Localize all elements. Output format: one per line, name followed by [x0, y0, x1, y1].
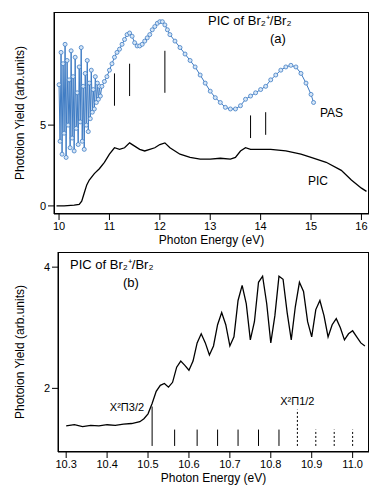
svg-text:10.6: 10.6 [178, 458, 199, 470]
svg-text:10.3: 10.3 [55, 458, 76, 470]
svg-text:4: 4 [44, 261, 50, 273]
html-text:PIC of Br₂⁺/Br₂: PIC of Br₂⁺/Br₂ [208, 13, 292, 28]
svg-text:14: 14 [255, 220, 267, 232]
svg-text:5: 5 [40, 119, 46, 131]
svg-text:Photon Energy (eV): Photon Energy (eV) [159, 233, 264, 247]
svg-text:2: 2 [44, 382, 50, 394]
html-text:X²Π3/2: X²Π3/2 [109, 400, 145, 413]
svg-text:11.0: 11.0 [342, 458, 363, 470]
svg-text:10.4: 10.4 [96, 458, 117, 470]
svg-text:10.7: 10.7 [219, 458, 240, 470]
svg-text:13: 13 [204, 220, 216, 232]
svg-text:Photoion Yield (arb.units): Photoion Yield (arb.units) [13, 285, 27, 419]
html-text:(b): (b) [123, 275, 139, 290]
svg-text:Photoion Yield (arb.units): Photoion Yield (arb.units) [13, 46, 27, 180]
svg-text:10.5: 10.5 [137, 458, 158, 470]
html-text:(a): (a) [270, 31, 286, 46]
svg-text:10.9: 10.9 [301, 458, 322, 470]
html-text:PAS: PAS [320, 106, 344, 120]
svg-text:11: 11 [104, 220, 115, 232]
svg-text:12: 12 [154, 220, 166, 232]
svg-text:15: 15 [305, 220, 317, 232]
svg-text:16: 16 [355, 220, 367, 232]
svg-text:10.8: 10.8 [260, 458, 281, 470]
svg-text:Photon Energy (eV): Photon Energy (eV) [161, 471, 266, 485]
svg-text:0: 0 [40, 200, 46, 212]
html-text:PIC: PIC [308, 174, 328, 188]
html-text:X²Π1/2: X²Π1/2 [280, 394, 315, 407]
svg-text:10: 10 [53, 220, 65, 232]
html-text:PIC of Br₂⁺/Br₂: PIC of Br₂⁺/Br₂ [70, 257, 154, 272]
